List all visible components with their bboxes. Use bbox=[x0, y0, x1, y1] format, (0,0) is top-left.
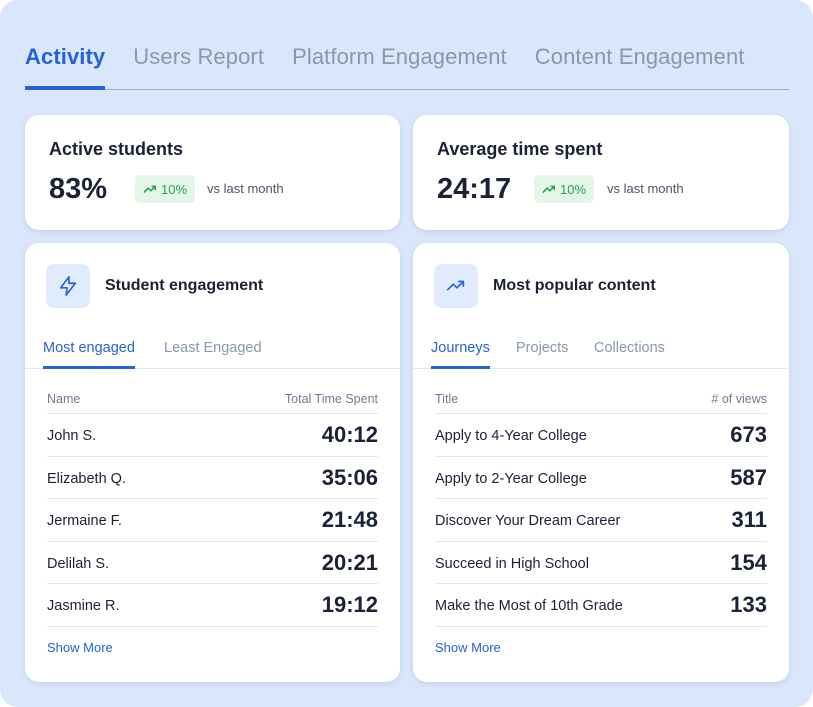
table-row[interactable]: Delilah S. 20:21 bbox=[47, 542, 378, 584]
popular-content-card: Most popular content Journeys Projects C… bbox=[413, 243, 789, 682]
row-value: 311 bbox=[731, 507, 768, 532]
trend-badge: 10% bbox=[135, 175, 195, 203]
trending-up-icon bbox=[446, 280, 465, 291]
row-name: Delilah S. bbox=[47, 555, 110, 572]
card-title: Student engagement bbox=[105, 277, 264, 294]
trend-up-icon bbox=[143, 185, 157, 193]
table-header: Title # of views bbox=[435, 389, 767, 414]
row-value: 40:12 bbox=[321, 422, 378, 447]
stat-title: Average time spent bbox=[437, 139, 603, 159]
trend-badge: 10% bbox=[534, 175, 594, 203]
comparison-label: vs last month bbox=[607, 181, 684, 196]
stat-title: Active students bbox=[49, 139, 184, 159]
show-more-link[interactable]: Show More bbox=[435, 640, 501, 655]
row-value: 35:06 bbox=[321, 464, 378, 490]
column-header-views: # of views bbox=[711, 392, 767, 406]
show-more-link[interactable]: Show More bbox=[47, 640, 113, 655]
row-value: 19:12 bbox=[321, 592, 378, 617]
average-time-card: Average time spent 24:17 10% vs last mon… bbox=[413, 115, 789, 230]
stat-value: 24:17 bbox=[437, 173, 512, 205]
engagement-table: John S. 40:12 Elizabeth Q. 35:06 Jermain… bbox=[47, 414, 378, 627]
column-header-name: Name bbox=[47, 392, 81, 406]
row-value: 154 bbox=[730, 549, 767, 575]
column-header-title: Title bbox=[435, 392, 459, 406]
tab-content-engagement[interactable]: Content Engagement bbox=[534, 44, 745, 69]
column-header-time: Total Time Spent bbox=[284, 392, 378, 406]
row-name: Discover Your Dream Career bbox=[435, 513, 621, 529]
row-name: Make the Most of 10th Grade bbox=[435, 598, 623, 614]
tab-users-report[interactable]: Users Report bbox=[133, 44, 265, 69]
row-name: Succeed in High School bbox=[435, 555, 589, 572]
table-row[interactable]: Make the Most of 10th Grade 133 bbox=[435, 584, 767, 627]
row-value: 20:21 bbox=[321, 549, 378, 575]
stat-value: 83% bbox=[49, 173, 108, 205]
comparison-label: vs last month bbox=[207, 181, 284, 196]
student-engagement-card: Student engagement Most engaged Least En… bbox=[25, 243, 400, 682]
head-icon-box bbox=[434, 264, 478, 308]
table-row[interactable]: Jermaine F. 21:48 bbox=[47, 499, 378, 542]
table-row[interactable]: Elizabeth Q. 35:06 bbox=[47, 457, 378, 499]
table-header: Name Total Time Spent bbox=[47, 389, 378, 414]
table-row[interactable]: John S. 40:12 bbox=[47, 414, 378, 457]
trend-up-icon bbox=[542, 185, 556, 193]
head-icon-box bbox=[46, 264, 90, 308]
table-row[interactable]: Apply to 4-Year College 673 bbox=[435, 414, 767, 457]
row-name: Jermaine F. bbox=[47, 513, 122, 529]
tab-least-engaged[interactable]: Least Engaged bbox=[164, 340, 262, 356]
trend-badge-value: 10% bbox=[559, 181, 587, 197]
engagement-subtabs: Most engaged Least Engaged bbox=[25, 340, 400, 369]
tab-journeys[interactable]: Journeys bbox=[431, 340, 490, 369]
row-value: 133 bbox=[730, 592, 767, 617]
active-students-card: Active students 83% 10% vs last month bbox=[25, 115, 400, 230]
main-tabs: Activity Users Report Platform Engagemen… bbox=[25, 42, 789, 90]
table-row[interactable]: Apply to 2-Year College 587 bbox=[435, 457, 767, 499]
row-value: 587 bbox=[730, 464, 767, 490]
table-row[interactable]: Discover Your Dream Career 311 bbox=[435, 499, 767, 542]
tab-most-engaged[interactable]: Most engaged bbox=[43, 340, 135, 369]
tab-activity[interactable]: Activity bbox=[25, 42, 106, 90]
row-value: 21:48 bbox=[321, 507, 378, 532]
popular-content-table: Apply to 4-Year College 673 Apply to 2-Y… bbox=[435, 414, 767, 627]
row-name: John S. bbox=[47, 428, 97, 444]
card-title: Most popular content bbox=[493, 277, 656, 294]
tab-collections[interactable]: Collections bbox=[594, 340, 665, 356]
row-name: Apply to 2-Year College bbox=[435, 470, 587, 487]
tab-projects[interactable]: Projects bbox=[516, 340, 569, 356]
table-row[interactable]: Jasmine R. 19:12 bbox=[47, 584, 378, 627]
trend-badge-value: 10% bbox=[160, 181, 188, 197]
row-name: Elizabeth Q. bbox=[47, 470, 126, 487]
content-subtabs: Journeys Projects Collections bbox=[413, 340, 789, 369]
lightning-icon bbox=[59, 276, 77, 296]
table-row[interactable]: Succeed in High School 154 bbox=[435, 542, 767, 584]
row-name: Apply to 4-Year College bbox=[435, 428, 587, 444]
row-name: Jasmine R. bbox=[47, 598, 120, 614]
tab-platform-engagement[interactable]: Platform Engagement bbox=[292, 44, 507, 69]
row-value: 673 bbox=[730, 422, 767, 447]
